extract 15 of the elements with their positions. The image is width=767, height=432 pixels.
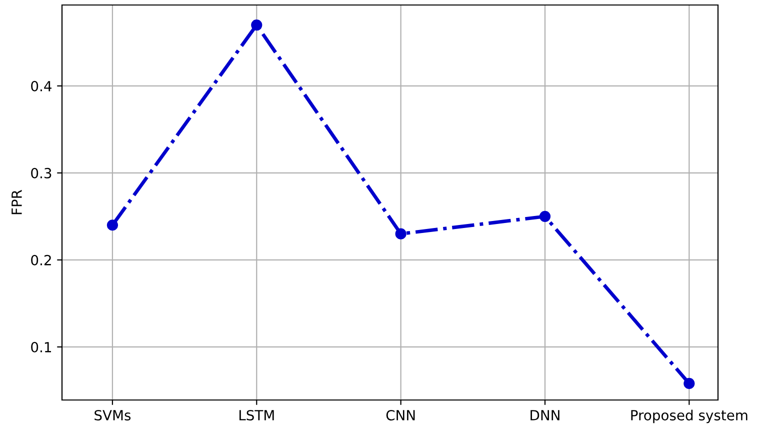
point bbox=[106, 220, 118, 231]
point bbox=[395, 228, 406, 240]
point bbox=[684, 378, 695, 390]
y-tick-label: 0.2 bbox=[31, 254, 51, 266]
y-axis-title: FPR bbox=[12, 190, 22, 214]
x-tick-label: SVMs bbox=[94, 410, 131, 420]
point bbox=[251, 19, 262, 31]
x-tick-label: DNN bbox=[530, 410, 560, 420]
y-tick-label: 0.1 bbox=[31, 342, 51, 352]
y-tick-label: 0.4 bbox=[31, 80, 52, 92]
x-tick-label: Proposed system bbox=[631, 410, 748, 424]
x-tick-label: LSTM bbox=[239, 410, 274, 420]
y-tick-label: 0.3 bbox=[31, 168, 52, 178]
point bbox=[539, 210, 551, 222]
x-tick-label: CNN bbox=[386, 410, 415, 420]
